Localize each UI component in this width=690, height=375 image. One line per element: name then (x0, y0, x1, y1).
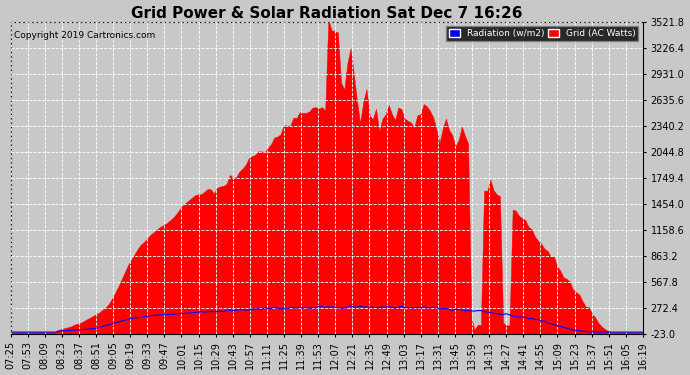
Legend: Radiation (w/m2), Grid (AC Watts): Radiation (w/m2), Grid (AC Watts) (446, 26, 638, 40)
Text: Copyright 2019 Cartronics.com: Copyright 2019 Cartronics.com (14, 31, 155, 40)
Title: Grid Power & Solar Radiation Sat Dec 7 16:26: Grid Power & Solar Radiation Sat Dec 7 1… (131, 6, 522, 21)
